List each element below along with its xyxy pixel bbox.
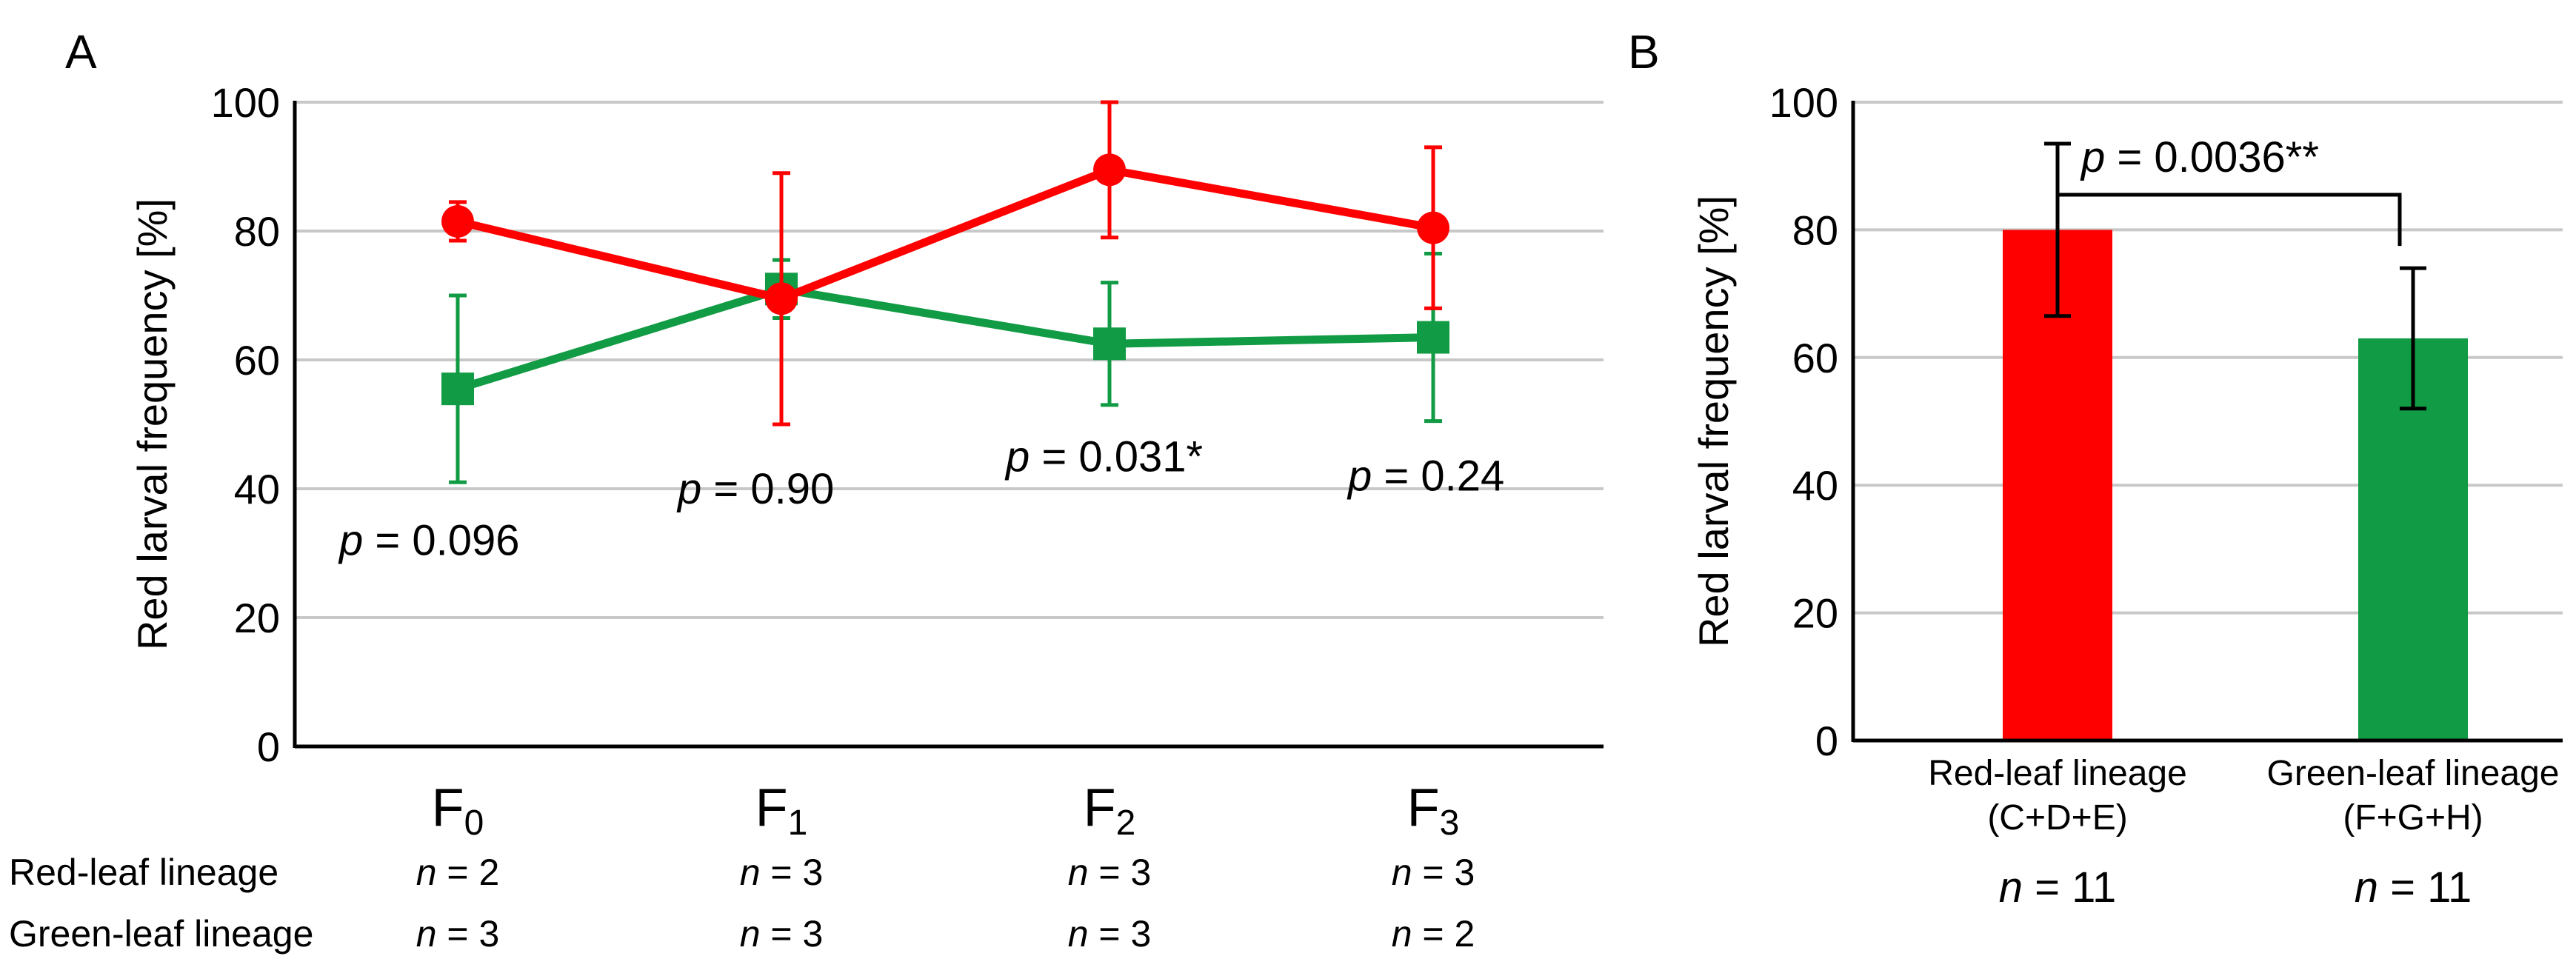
y-tick-label: 0 xyxy=(257,723,280,770)
p-value-text: = 0.0036** xyxy=(2105,133,2319,181)
n-symbol: n xyxy=(1068,852,1089,893)
sample-size: n = 3 xyxy=(740,913,824,955)
n-value: = 3 xyxy=(761,852,824,893)
n-symbol: n xyxy=(1068,913,1089,955)
x-category-label: F2 xyxy=(1084,778,1136,843)
n-symbol: n xyxy=(1392,852,1412,893)
n-row-label: Red-leaf lineage xyxy=(9,852,278,893)
n-value: = 3 xyxy=(1089,852,1152,893)
category-base: F xyxy=(1084,778,1116,838)
y-tick-label: 60 xyxy=(1792,335,1838,381)
data-point-green xyxy=(1093,327,1126,361)
data-point-red xyxy=(765,282,798,315)
y-tick-label: 20 xyxy=(1792,590,1838,637)
p-symbol: p xyxy=(1347,452,1372,501)
y-tick-label: 40 xyxy=(1792,462,1838,509)
series-line-green xyxy=(456,284,1434,393)
bar-category-label: Green-leaf lineage xyxy=(2267,754,2560,793)
n-symbol: n xyxy=(1392,913,1412,955)
y-tick-label: 80 xyxy=(234,208,280,255)
n-value: = 2 xyxy=(1412,913,1475,955)
n-value: = 11 xyxy=(2023,863,2116,912)
p-value-annotation: p = 0.90 xyxy=(676,465,834,513)
x-category-label: F1 xyxy=(755,778,808,843)
sample-size: n = 11 xyxy=(1999,863,2117,912)
panel-b-bar-chart: B 0 20 40 60 80 100 Red larval frequency [%] p =… xyxy=(1628,25,2563,912)
n-symbol: n xyxy=(1999,863,2023,912)
sample-size: n = 3 xyxy=(1068,852,1152,893)
data-point-red xyxy=(1093,153,1126,187)
p-value-annotation: p = 0.096 xyxy=(338,517,520,565)
n-symbol: n xyxy=(416,852,437,893)
significance-bracket xyxy=(2055,193,2402,247)
n-symbol: n xyxy=(416,913,437,955)
x-category-label: F3 xyxy=(1407,778,1460,843)
y-axis-label: Red larval frequency [%] xyxy=(1690,195,1737,647)
n-value: = 3 xyxy=(761,913,824,955)
n-value: = 3 xyxy=(437,913,500,955)
y-tick-label: 0 xyxy=(1815,718,1838,764)
p-value-annotation: p = 0.24 xyxy=(1347,452,1504,501)
data-point-red xyxy=(1417,211,1449,244)
p-symbol: p xyxy=(676,465,701,513)
series-line-red xyxy=(456,165,1434,303)
n-value: = 3 xyxy=(1412,852,1475,893)
sample-size: n = 3 xyxy=(416,913,500,955)
category-base: F xyxy=(755,778,788,838)
panel-label-a: A xyxy=(65,25,97,78)
sample-size: n = 3 xyxy=(1068,913,1152,955)
p-value-text: = 0.24 xyxy=(1372,452,1504,501)
category-subscript: 1 xyxy=(788,803,808,843)
n-row-label: Green-leaf lineage xyxy=(9,913,313,955)
p-symbol: p xyxy=(2080,133,2105,181)
p-value-text: = 0.90 xyxy=(701,465,834,513)
n-symbol: n xyxy=(2355,863,2378,912)
n-symbol: n xyxy=(740,852,761,893)
p-value-annotation: p = 0.031* xyxy=(1004,433,1203,481)
y-axis-label: Red larval frequency [%] xyxy=(129,198,176,650)
panel-label-b: B xyxy=(1628,25,1660,78)
sample-size: n = 11 xyxy=(2355,863,2472,912)
p-symbol: p xyxy=(1004,433,1030,481)
significance-label: p = 0.0036** xyxy=(2080,133,2319,181)
n-value: = 11 xyxy=(2378,863,2472,912)
y-tick-label: 100 xyxy=(1769,79,1838,126)
y-tick-label: 20 xyxy=(234,595,280,641)
bar-category-sublabel: (C+D+E) xyxy=(1987,798,2127,838)
data-point-red xyxy=(441,204,474,238)
p-value-text: = 0.031* xyxy=(1030,433,1203,481)
x-category-label: F0 xyxy=(432,778,484,843)
sample-size: n = 3 xyxy=(1392,852,1475,893)
p-symbol: p xyxy=(338,517,363,565)
bar-category-sublabel: (F+G+H) xyxy=(2343,798,2483,838)
sample-size: n = 2 xyxy=(1392,913,1475,955)
y-tick-label: 40 xyxy=(234,466,280,512)
category-base: F xyxy=(432,778,464,838)
category-subscript: 3 xyxy=(1440,803,1460,843)
y-tick-label: 100 xyxy=(211,79,280,126)
category-subscript: 2 xyxy=(1116,803,1136,843)
category-base: F xyxy=(1407,778,1440,838)
n-value: = 3 xyxy=(1089,913,1152,955)
sample-size: n = 3 xyxy=(740,852,824,893)
category-subscript: 0 xyxy=(464,803,484,843)
y-tick-label: 80 xyxy=(1792,207,1838,253)
y-tick-label: 60 xyxy=(234,337,280,384)
data-point-green xyxy=(441,372,474,406)
data-point-green xyxy=(1417,321,1449,354)
p-value-text: = 0.096 xyxy=(363,517,519,565)
n-symbol: n xyxy=(740,913,761,955)
sample-size: n = 2 xyxy=(416,852,500,893)
n-value: = 2 xyxy=(437,852,500,893)
bar-category-label: Red-leaf lineage xyxy=(1928,754,2187,793)
